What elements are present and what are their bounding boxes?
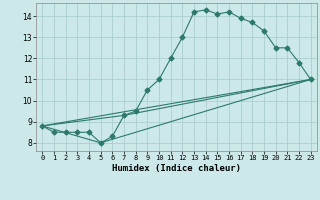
X-axis label: Humidex (Indice chaleur): Humidex (Indice chaleur) (112, 164, 241, 173)
